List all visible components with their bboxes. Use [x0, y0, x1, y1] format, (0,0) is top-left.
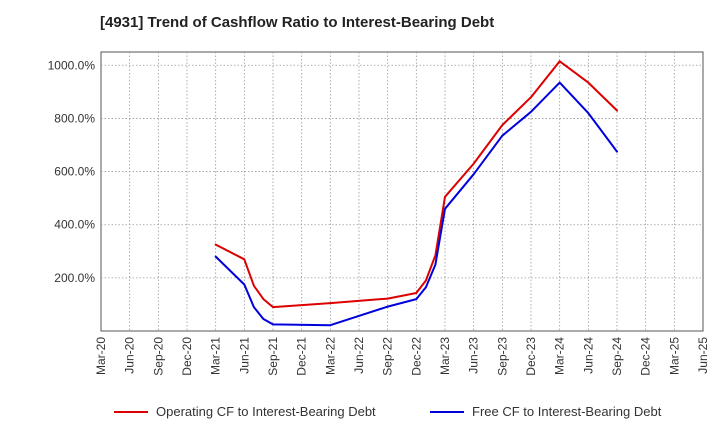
- x-tick-label: Mar-20: [94, 337, 108, 375]
- x-tick-label: Jun-24: [581, 337, 595, 374]
- x-tick-label: Mar-24: [553, 337, 567, 375]
- legend-swatch-free-cf: [430, 410, 464, 413]
- x-tick-label: Mar-21: [209, 337, 223, 375]
- x-tick-label: Dec-22: [409, 337, 423, 376]
- x-tick-label: Mar-22: [323, 337, 337, 375]
- x-tick-label: Jun-22: [352, 337, 366, 374]
- y-tick-label: 1000.0%: [48, 58, 96, 72]
- x-tick-label: Mar-25: [667, 337, 681, 375]
- axis-layer: Mar-20 Jun-20 Sep-20 Dec-20 Mar-21 Jun-21 Sep-…: [48, 58, 710, 375]
- x-tick-label: Jun-25: [696, 337, 710, 374]
- y-tick-label: 600.0%: [54, 165, 95, 179]
- x-tick-label: Sep-22: [381, 337, 395, 376]
- legend: Operating CF to Interest-Bearing Debt Fr…: [0, 404, 720, 426]
- x-tick-label: Dec-20: [180, 337, 194, 376]
- chart-title: [4931] Trend of Cashflow Ratio to Intere…: [100, 14, 495, 31]
- series-layer: [214, 60, 618, 327]
- y-tick-label: 400.0%: [54, 218, 95, 232]
- y-tick-label: 800.0%: [54, 111, 95, 125]
- series-line-free-cf: [214, 81, 618, 327]
- plot-area: [100, 51, 704, 332]
- legend-item-free-cf: Free CF to Interest-Bearing Debt: [430, 404, 661, 419]
- x-tick-label: Dec-24: [639, 337, 653, 376]
- x-tick-label: Sep-21: [266, 337, 280, 376]
- legend-label-free-cf: Free CF to Interest-Bearing Debt: [472, 404, 662, 419]
- y-tick-label: 200.0%: [54, 271, 95, 285]
- legend-label-operating-cf: Operating CF to Interest-Bearing Debt: [156, 404, 376, 419]
- x-tick-label: Sep-20: [151, 337, 165, 376]
- x-tick-label: Jun-23: [467, 337, 481, 374]
- series-line-operating-cf: [214, 60, 618, 309]
- x-tick-label: Dec-21: [295, 337, 309, 376]
- x-tick-label: Jun-20: [123, 337, 137, 374]
- chart-plot: Mar-20 Jun-20 Sep-20 Dec-20 Mar-21 Jun-21 Sep-…: [48, 51, 710, 376]
- x-tick-label: Mar-23: [438, 337, 452, 375]
- legend-item-operating-cf: Operating CF to Interest-Bearing Debt: [114, 404, 376, 419]
- x-tick-label: Jun-21: [237, 337, 251, 374]
- x-tick-label: Sep-24: [610, 337, 624, 376]
- legend-swatch-operating-cf: [114, 410, 148, 413]
- x-tick-label: Sep-23: [495, 337, 509, 376]
- x-tick-label: Dec-23: [524, 337, 538, 376]
